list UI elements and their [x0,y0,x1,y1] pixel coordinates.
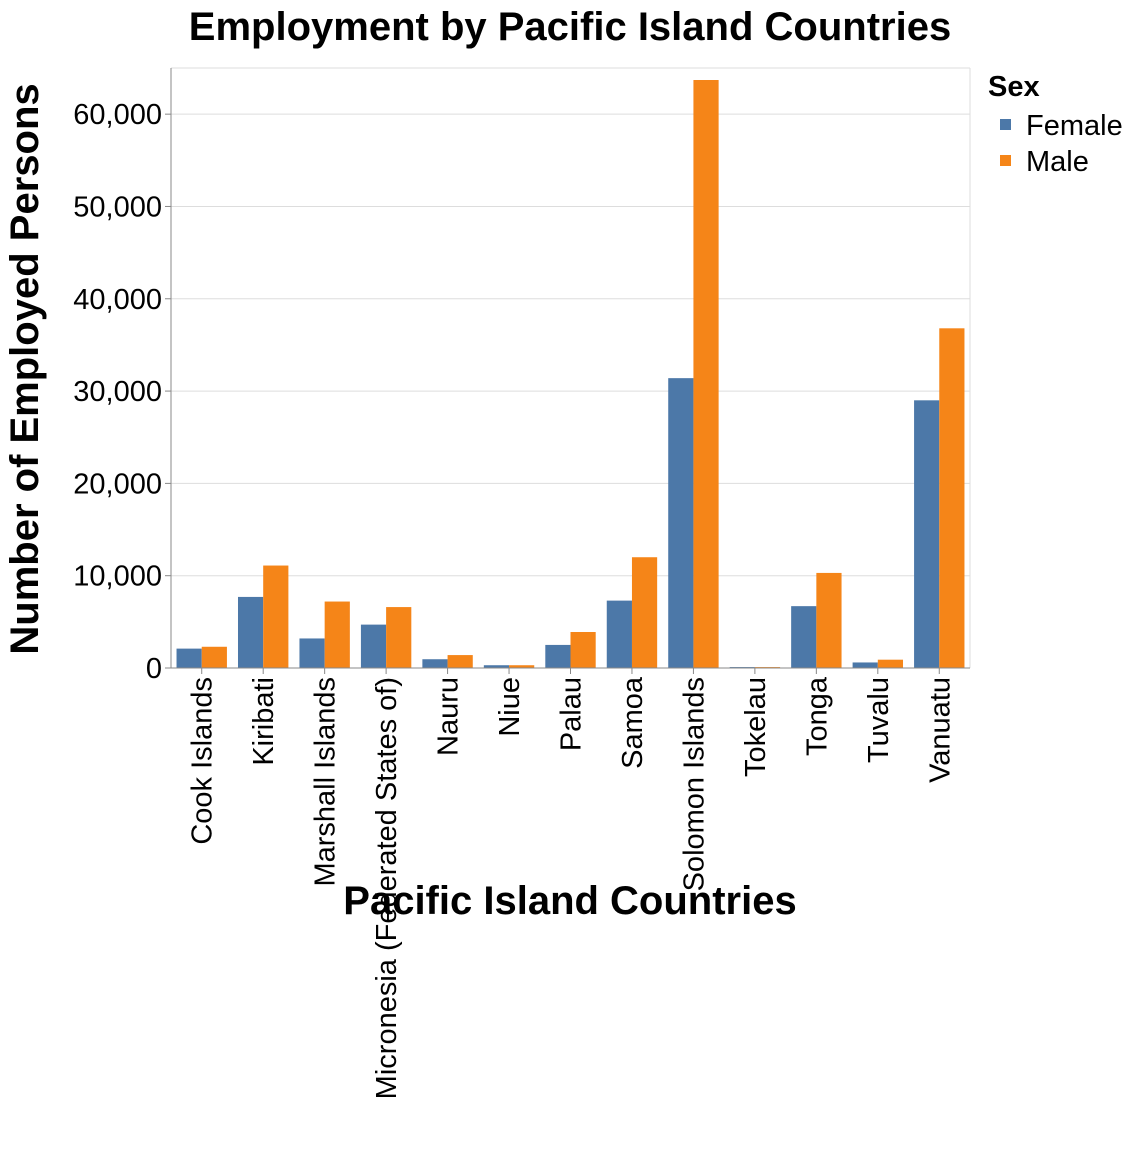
bar-male-niue [509,665,535,668]
x-tick-label: Micronesia (Federated States of) [371,677,403,1099]
y-tick-label: 10,000 [73,561,162,593]
legend-swatch-male [1000,155,1011,166]
x-tick-label: Nauru [433,677,465,756]
legend-label-male: Male [1026,146,1089,178]
bars [176,80,965,668]
bar-female-niue [483,665,510,668]
x-tick-label: Tonga [801,676,833,756]
x-axis-title: Pacific Island Countries [343,879,796,923]
x-tick-label: Palau [556,677,588,751]
bar-male-vanuatu [939,328,965,668]
bar-female-vanuatu [914,400,940,668]
bar-female-tonga [791,606,817,668]
bar-female-solomon-islands [668,378,694,668]
x-tick-label: Tuvalu [863,677,895,763]
bar-female-tuvalu [852,662,878,668]
bar-male-nauru [447,655,473,668]
y-axis-title: Number of Employed Persons [3,83,47,654]
x-tick-label: Niue [494,677,526,737]
bar-male-samoa [631,557,658,668]
y-tick-label: 60,000 [73,99,162,131]
x-tick-label: Marshall Islands [310,677,342,887]
y-tick-label: 50,000 [73,191,162,223]
y-axis-ticks: 0 10,000 20,000 30,000 40,000 50,000 60,000 [73,99,171,685]
bar-female-palau [545,644,571,668]
bar-female-kiribati [237,596,264,668]
x-tick-label: Kiribati [248,677,280,766]
legend-label-female: Female [1026,110,1123,142]
bar-male-tuvalu [877,659,904,668]
y-tick-label: 40,000 [73,284,162,316]
legend-title: Sex [988,71,1040,103]
bar-female-nauru [422,659,448,668]
bar-male-marshall-islands [324,601,350,668]
x-tick-label: Cook Islands [187,677,219,845]
x-axis-ticks: Cook Islands Kiribati Marshall Islands Micr… [187,668,956,1099]
bar-female-cook-islands [176,648,202,668]
bar-female-micronesia-federated-states-of [360,624,387,668]
bar-male-kiribati [263,565,289,668]
bar-male-micronesia-federated-states-of [386,607,412,668]
y-tick-label: 20,000 [73,468,162,500]
x-tick-label: Samoa [617,676,649,769]
chart-title: Employment by Pacific Island Countries [189,5,951,49]
bar-male-solomon-islands [693,80,719,668]
y-tick-label: 30,000 [73,376,162,408]
axes [170,67,971,669]
x-tick-label: Solomon Islands [678,677,710,891]
legend: Sex Female Male [988,71,1123,178]
bar-female-samoa [606,600,632,668]
bar-male-tonga [816,572,842,668]
bar-female-marshall-islands [299,638,325,668]
bar-male-cook-islands [201,646,227,668]
y-tick-label: 0 [146,653,162,685]
gridlines [171,113,970,669]
x-tick-label: Tokelau [740,677,772,777]
legend-swatch-female [1000,119,1011,130]
x-tick-label: Vanuatu [924,677,956,783]
bar-male-palau [570,632,596,668]
